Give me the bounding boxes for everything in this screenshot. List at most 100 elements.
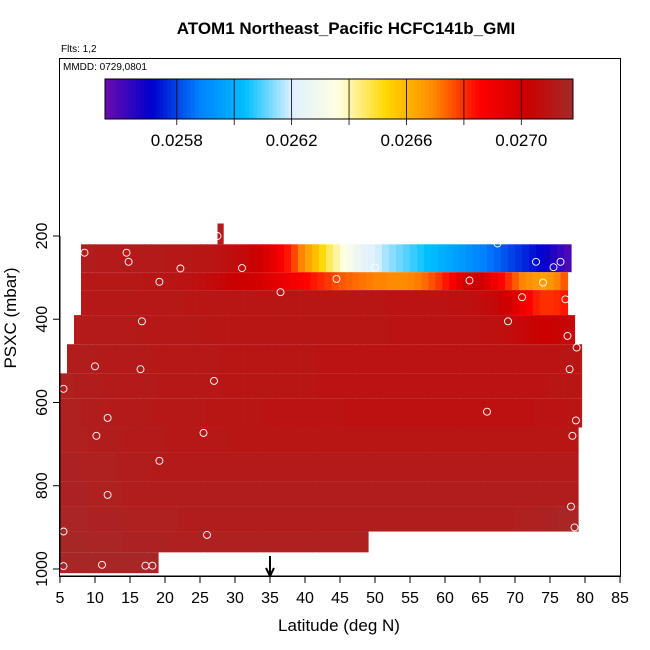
heatmap-cell xyxy=(326,531,334,553)
heatmap-cell xyxy=(207,427,215,453)
heatmap-cell xyxy=(522,427,530,453)
heatmap-cell xyxy=(80,344,89,374)
heatmap-cell xyxy=(470,272,478,291)
heatmap-cell xyxy=(295,315,304,345)
heatmap-cell xyxy=(574,373,583,399)
heatmap-cell xyxy=(459,506,467,532)
heatmap-cell xyxy=(242,244,250,273)
heatmap-cell xyxy=(178,272,186,291)
observation-point xyxy=(493,239,502,248)
heatmap-cell xyxy=(487,244,495,273)
colorbar-swatch xyxy=(311,79,317,119)
heatmap-cell xyxy=(200,452,208,482)
heatmap-cell xyxy=(501,506,509,532)
heatmap-cell xyxy=(484,344,492,374)
colorbar-swatch xyxy=(409,79,414,119)
heatmap-cell xyxy=(185,272,193,291)
heatmap-cell xyxy=(220,290,228,316)
heatmap-cell xyxy=(172,481,180,507)
heatmap-cell xyxy=(186,427,194,453)
heatmap-cell xyxy=(80,398,89,428)
colorbar-swatch xyxy=(374,79,379,119)
heatmap-cell xyxy=(340,481,348,507)
heatmap-cell xyxy=(546,373,555,399)
heatmap-cell xyxy=(345,315,354,345)
heatmap-cell xyxy=(400,344,409,374)
colorbar-swatch xyxy=(385,79,391,119)
heatmap-cell xyxy=(522,244,530,273)
heatmap-cell xyxy=(298,506,306,532)
heatmap-cell xyxy=(67,506,75,532)
heatmap-cell xyxy=(144,244,152,273)
heatmap-cell xyxy=(539,398,548,428)
heatmap-cell xyxy=(151,427,159,453)
heatmap-cell xyxy=(511,398,520,428)
heatmap-cell xyxy=(87,398,96,428)
colorbar-swatch xyxy=(120,79,125,119)
heatmap-cell xyxy=(214,531,222,553)
heatmap-cell xyxy=(157,272,165,291)
observation-point xyxy=(98,560,106,569)
x-tick-label: 10 xyxy=(86,590,104,607)
y-tick-label: 800 xyxy=(34,472,51,499)
heatmap-cell xyxy=(501,244,509,273)
colorbar-swatch xyxy=(300,79,305,119)
heatmap-cell xyxy=(206,344,214,374)
heatmap-cell xyxy=(137,427,145,453)
heatmap-cell xyxy=(157,398,165,428)
heatmap-cell xyxy=(247,344,256,374)
colorbar-swatch xyxy=(261,79,266,119)
heatmap-cell xyxy=(532,272,541,291)
heatmap-cell xyxy=(379,272,388,291)
heatmap-cell xyxy=(345,398,353,428)
colorbar-swatch xyxy=(432,79,437,119)
heatmap-cell xyxy=(326,481,334,507)
heatmap-cell xyxy=(101,344,110,374)
observation-point xyxy=(570,523,579,532)
heatmap-cell xyxy=(368,481,376,507)
heatmap-cell xyxy=(87,272,96,291)
heatmap-cell xyxy=(270,531,278,553)
heatmap-cell xyxy=(470,398,478,428)
heatmap-cell xyxy=(319,506,327,532)
heatmap-cell xyxy=(375,452,383,482)
heatmap-cell xyxy=(396,481,404,507)
heatmap-cell xyxy=(539,290,548,316)
colorbar-swatch xyxy=(549,79,554,119)
heatmap-cell xyxy=(158,531,166,553)
heatmap-cell xyxy=(268,344,277,374)
heatmap-cell xyxy=(116,452,124,482)
heatmap-cell xyxy=(367,315,375,345)
heatmap-cell xyxy=(212,373,221,399)
heatmap-cell xyxy=(235,506,243,532)
heatmap-cell xyxy=(129,290,138,316)
heatmap-cell xyxy=(144,531,152,553)
heatmap-cell xyxy=(354,481,362,507)
heatmap-cell xyxy=(74,506,82,532)
x-tick-label: 35 xyxy=(261,590,279,607)
heatmap-cell xyxy=(213,344,221,374)
heatmap-cell xyxy=(389,481,397,507)
heatmap-cell xyxy=(87,344,96,374)
heatmap-cell xyxy=(115,398,124,428)
heatmap-cell xyxy=(102,552,110,574)
heatmap-cell xyxy=(571,506,579,532)
heatmap-cell xyxy=(81,272,89,291)
heatmap-cell xyxy=(504,290,513,316)
heatmap-cell xyxy=(179,452,187,482)
heatmap-cell xyxy=(480,452,488,482)
heatmap-cell xyxy=(74,452,82,482)
heatmap-cell xyxy=(372,290,381,316)
heatmap-cell xyxy=(88,427,96,453)
colorbar-swatch xyxy=(530,79,535,119)
colorbar-swatch xyxy=(397,79,402,119)
heatmap-cell xyxy=(192,398,200,428)
heatmap-cell xyxy=(445,481,453,507)
heatmap-cell xyxy=(207,531,215,553)
heatmap-cell xyxy=(254,398,263,428)
heatmap-cell xyxy=(536,452,544,482)
observation-point xyxy=(124,257,133,266)
heatmap-cell xyxy=(525,290,534,316)
heatmap-cell xyxy=(518,272,527,291)
heatmap-cell xyxy=(515,452,523,482)
